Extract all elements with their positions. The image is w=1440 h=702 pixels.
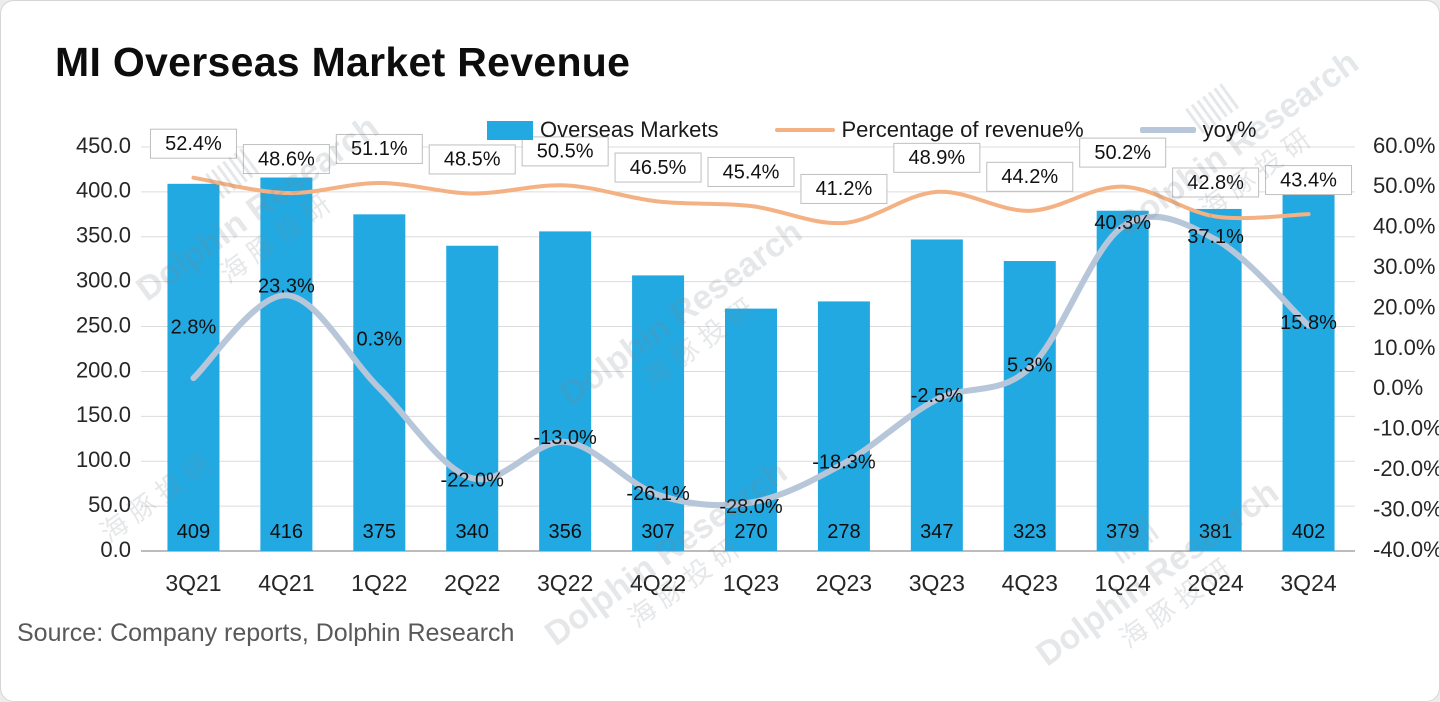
svg-text:350.0: 350.0 <box>76 223 131 248</box>
svg-text:51.1%: 51.1% <box>351 138 408 160</box>
svg-text:23.3%: 23.3% <box>258 276 315 298</box>
svg-text:3Q24: 3Q24 <box>1280 570 1336 596</box>
svg-text:307: 307 <box>641 521 674 543</box>
svg-text:48.9%: 48.9% <box>908 147 965 169</box>
svg-text:30.0%: 30.0% <box>1373 254 1435 279</box>
svg-text:1Q22: 1Q22 <box>351 570 407 596</box>
svg-text:3Q21: 3Q21 <box>165 570 221 596</box>
svg-text:3Q22: 3Q22 <box>537 570 593 596</box>
svg-text:3Q23: 3Q23 <box>909 570 965 596</box>
svg-text:50.0%: 50.0% <box>1373 173 1435 198</box>
svg-text:381: 381 <box>1199 521 1232 543</box>
svg-text:402: 402 <box>1292 521 1325 543</box>
svg-text:375: 375 <box>363 521 396 543</box>
svg-text:20.0%: 20.0% <box>1373 294 1435 319</box>
svg-text:42.8%: 42.8% <box>1187 172 1244 194</box>
svg-text:-10.0%: -10.0% <box>1373 416 1440 441</box>
percentage-line-swatch-icon <box>774 128 835 132</box>
svg-text:41.2%: 41.2% <box>816 178 873 200</box>
svg-text:-20.0%: -20.0% <box>1373 456 1440 481</box>
svg-text:40.3%: 40.3% <box>1094 212 1151 234</box>
svg-text:379: 379 <box>1106 521 1139 543</box>
svg-text:45.4%: 45.4% <box>723 161 780 183</box>
svg-text:150.0: 150.0 <box>76 402 131 427</box>
svg-text:100.0: 100.0 <box>76 447 131 472</box>
svg-text:5.3%: 5.3% <box>1007 354 1053 376</box>
svg-text:200.0: 200.0 <box>76 357 131 382</box>
svg-text:-26.1%: -26.1% <box>626 483 690 505</box>
svg-text:4Q21: 4Q21 <box>258 570 314 596</box>
svg-text:356: 356 <box>548 521 581 543</box>
chart-legend: Overseas Markets Percentage of revenue% … <box>487 117 1256 143</box>
svg-text:50.5%: 50.5% <box>537 141 594 163</box>
bar-series-swatch-icon <box>487 120 533 140</box>
source-note: Source: Company reports, Dolphin Researc… <box>17 619 515 647</box>
svg-text:46.5%: 46.5% <box>630 157 687 179</box>
yoy-line-swatch-icon <box>1139 127 1196 133</box>
chart-title: MI Overseas Market Revenue <box>55 39 631 85</box>
svg-text:1Q24: 1Q24 <box>1095 570 1151 596</box>
svg-text:60.0%: 60.0% <box>1373 133 1435 158</box>
svg-text:-28.0%: -28.0% <box>719 496 783 518</box>
svg-text:347: 347 <box>920 521 953 543</box>
svg-text:4Q23: 4Q23 <box>1002 570 1058 596</box>
svg-text:-30.0%: -30.0% <box>1373 496 1440 521</box>
svg-text:1Q23: 1Q23 <box>723 570 779 596</box>
svg-text:409: 409 <box>177 521 210 543</box>
svg-text:0.3%: 0.3% <box>357 328 403 350</box>
svg-text:-22.0%: -22.0% <box>441 470 505 492</box>
svg-text:416: 416 <box>270 521 303 543</box>
svg-text:15.8%: 15.8% <box>1280 312 1337 334</box>
svg-text:400.0: 400.0 <box>76 178 131 203</box>
svg-text:270: 270 <box>734 521 767 543</box>
svg-text:-2.5%: -2.5% <box>911 385 963 407</box>
svg-text:-13.0%: -13.0% <box>533 427 597 449</box>
svg-text:10.0%: 10.0% <box>1373 335 1435 360</box>
svg-text:48.6%: 48.6% <box>258 148 315 170</box>
legend-label-percentage-of-revenue: Percentage of revenue% <box>841 117 1084 142</box>
svg-text:323: 323 <box>1013 521 1046 543</box>
svg-text:2Q24: 2Q24 <box>1187 570 1243 596</box>
legend-item-percentage-of-revenue: Percentage of revenue% <box>774 117 1084 143</box>
svg-text:450.0: 450.0 <box>76 133 131 158</box>
svg-text:50.2%: 50.2% <box>1094 142 1151 164</box>
legend-label-yoy: yoy% <box>1202 117 1257 142</box>
svg-text:2Q22: 2Q22 <box>444 570 500 596</box>
svg-text:43.4%: 43.4% <box>1280 169 1337 191</box>
legend-item-yoy: yoy% <box>1139 117 1257 143</box>
svg-text:4Q22: 4Q22 <box>630 570 686 596</box>
svg-text:340: 340 <box>456 521 489 543</box>
legend-label-overseas-markets: Overseas Markets <box>540 117 719 142</box>
svg-text:48.5%: 48.5% <box>444 149 501 171</box>
svg-text:40.0%: 40.0% <box>1373 214 1435 239</box>
svg-text:-18.3%: -18.3% <box>812 452 876 474</box>
svg-text:250.0: 250.0 <box>76 312 131 337</box>
svg-text:278: 278 <box>827 521 860 543</box>
svg-text:-40.0%: -40.0% <box>1373 537 1440 562</box>
svg-text:50.0: 50.0 <box>88 492 131 517</box>
svg-text:44.2%: 44.2% <box>1001 166 1058 188</box>
svg-text:2.8%: 2.8% <box>171 316 217 338</box>
svg-text:2Q23: 2Q23 <box>816 570 872 596</box>
svg-text:0.0%: 0.0% <box>1373 375 1423 400</box>
legend-item-overseas-markets: Overseas Markets <box>487 117 719 143</box>
svg-text:0.0: 0.0 <box>100 537 131 562</box>
svg-text:37.1%: 37.1% <box>1187 226 1244 248</box>
svg-text:300.0: 300.0 <box>76 267 131 292</box>
svg-text:52.4%: 52.4% <box>165 133 222 155</box>
